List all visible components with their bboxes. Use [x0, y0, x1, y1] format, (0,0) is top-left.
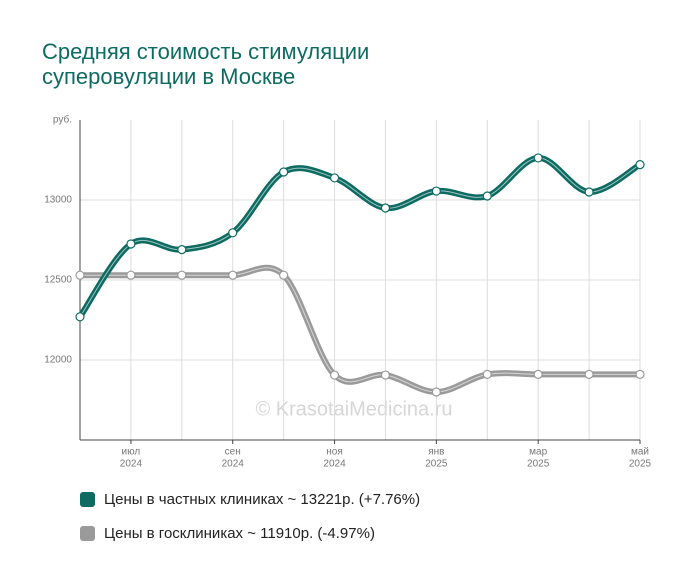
- point: [177, 270, 187, 280]
- x-tick-label: 2025: [425, 459, 448, 470]
- point: [380, 370, 391, 380]
- point: [126, 239, 136, 249]
- legend-swatch: [80, 492, 95, 507]
- x-tick-label: 2025: [527, 459, 550, 470]
- x-tick-label: 2024: [323, 459, 346, 470]
- point: [533, 153, 543, 163]
- y-tick-label: 12500: [44, 275, 72, 286]
- point: [228, 228, 238, 238]
- watermark: © KrasotaiMedicina.ru: [255, 398, 452, 420]
- x-tick-label: июл: [122, 447, 141, 458]
- point: [75, 312, 85, 322]
- point: [177, 245, 187, 255]
- x-tick-label: ноя: [326, 447, 343, 458]
- point: [329, 173, 340, 183]
- x-tick-label: май: [631, 447, 649, 458]
- legend-label: Цены в госклиниках ~ 11910р. (-4.97%): [104, 525, 375, 542]
- point: [482, 369, 492, 379]
- y-tick-label: руб.: [53, 114, 72, 126]
- point: [584, 369, 594, 379]
- x-tick-label: сен: [225, 447, 241, 458]
- x-tick-label: 2025: [629, 459, 652, 470]
- point: [126, 270, 136, 280]
- x-tick-label: 2024: [222, 459, 245, 470]
- legend-swatch: [80, 526, 95, 541]
- chart-title: Средняя стоимость стимуляции: [42, 39, 369, 64]
- x-tick-label: мар: [529, 447, 547, 458]
- point: [75, 270, 85, 280]
- series-line-inner: [79, 157, 641, 318]
- point: [380, 203, 391, 213]
- legend-label: Цены в частных клиниках ~ 13221р. (+7.76…: [104, 491, 420, 508]
- point: [482, 191, 492, 201]
- point: [431, 186, 441, 196]
- point: [431, 387, 441, 397]
- x-tick-label: янв: [428, 447, 444, 458]
- y-tick-label: 12000: [44, 355, 72, 366]
- y-tick-label: 13000: [44, 195, 72, 206]
- chart-title: суперовуляции в Москве: [42, 64, 295, 89]
- point: [584, 187, 594, 197]
- point: [279, 270, 289, 280]
- point: [228, 270, 238, 280]
- series-line: [80, 264, 640, 396]
- series-line: [77, 154, 642, 319]
- point: [329, 370, 340, 380]
- point: [533, 369, 543, 379]
- point: [635, 160, 645, 170]
- x-tick-label: 2024: [120, 459, 143, 470]
- point: [279, 167, 289, 177]
- point: [635, 369, 645, 379]
